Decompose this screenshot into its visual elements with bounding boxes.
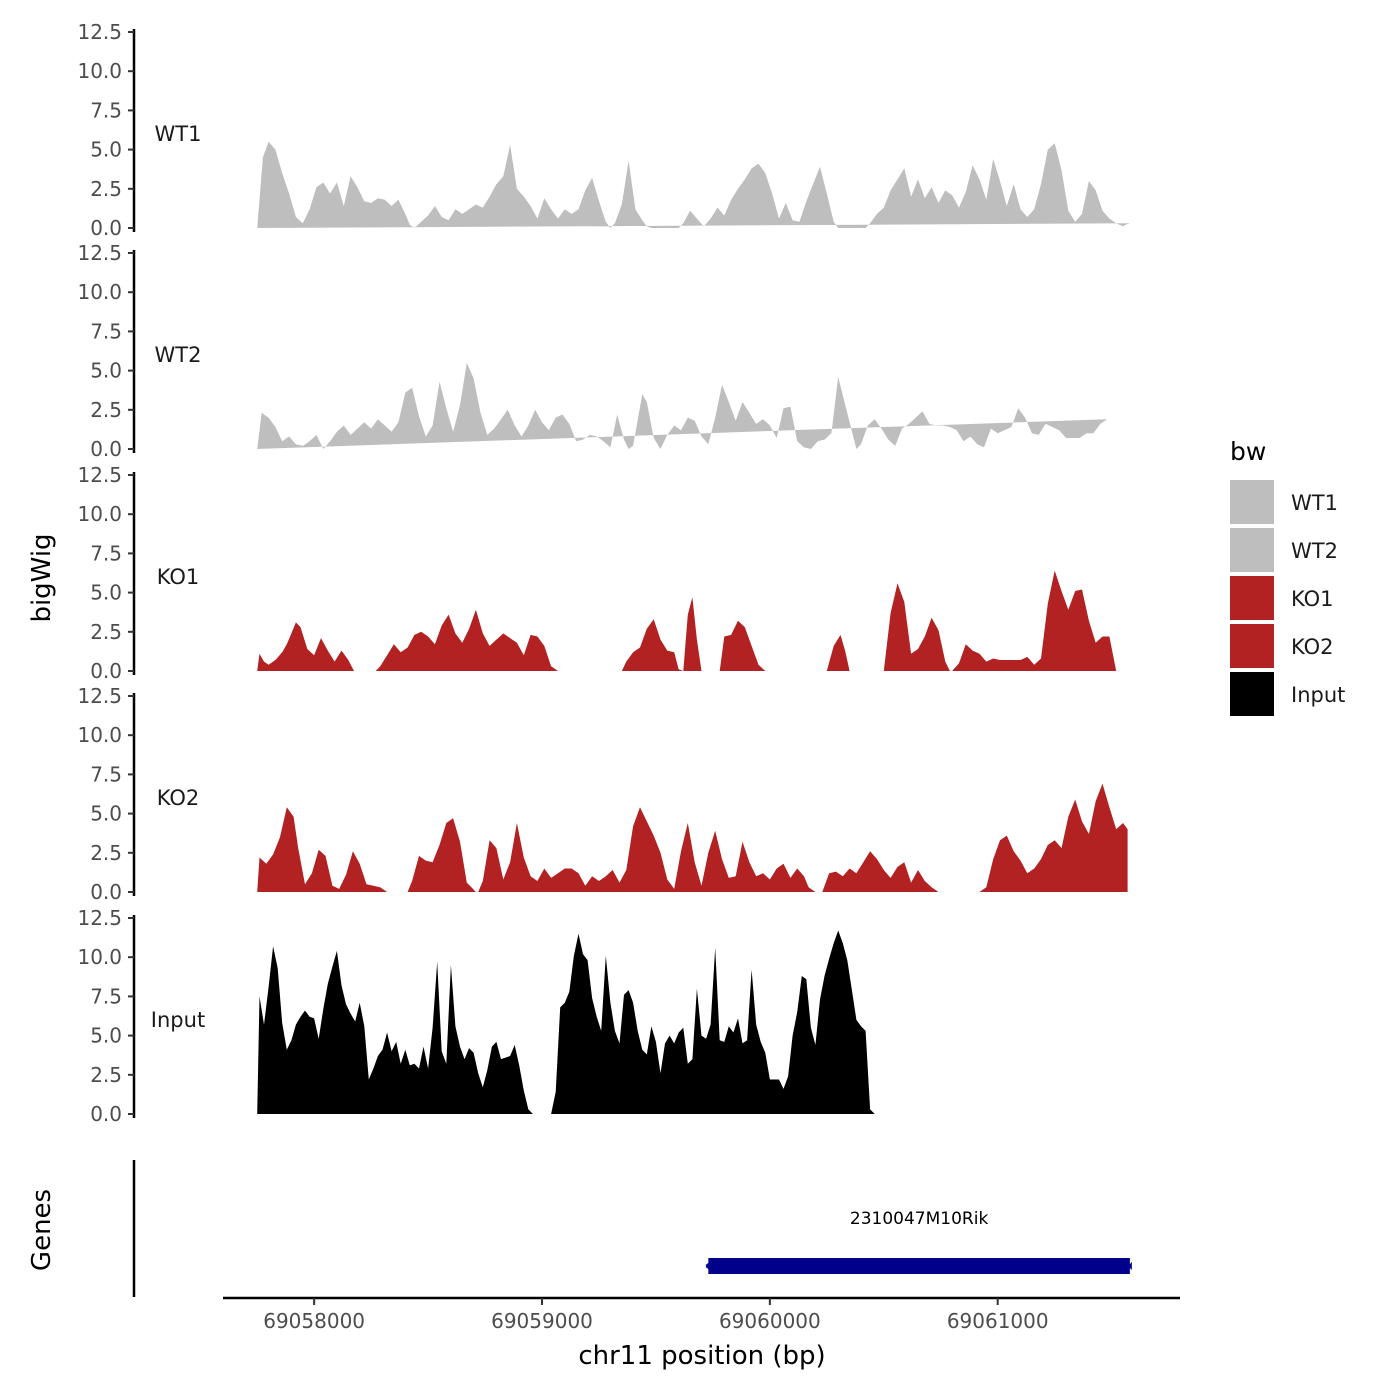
y-tick-label: 12.5 <box>77 684 122 708</box>
track-wt1: 0.0 2.5 5.0 7.5 10.0 12.5 WT1 <box>77 20 1130 240</box>
y-tick-label: 5.0 <box>90 1024 122 1048</box>
y-tick-label: 12.5 <box>77 20 122 44</box>
strand-arrow <box>705 1259 716 1273</box>
y-tick-label: 5.0 <box>90 138 122 162</box>
y-tick-label: 2.5 <box>90 620 122 644</box>
y-tick-label: 10.0 <box>77 280 122 304</box>
y-tick-label: 0.0 <box>90 880 122 904</box>
signal-area-wt2 <box>257 362 1108 449</box>
track-label-wt1: WT1 <box>155 122 202 146</box>
y-tick-label: 7.5 <box>90 762 122 786</box>
gene-body <box>708 1258 1130 1274</box>
legend-item-ko2: KO2 <box>1230 624 1334 668</box>
legend-swatch <box>1230 672 1274 716</box>
x-tick-label: 69060000 <box>719 1309 821 1333</box>
signal-area-wt1 <box>257 141 1130 228</box>
y-tick-label: 10.0 <box>77 723 122 747</box>
y-tick-label: 7.5 <box>90 541 122 565</box>
track-label-input: Input <box>151 1008 205 1032</box>
legend-item-ko1: KO1 <box>1230 576 1334 620</box>
x-tick-label: 69058000 <box>263 1309 365 1333</box>
legend: bw WT1 WT2 KO1 KO2 Input <box>1230 437 1345 716</box>
y-tick-label: 0.0 <box>90 659 122 683</box>
legend-item-wt1: WT1 <box>1230 480 1338 524</box>
track-input: 0.0 2.5 5.0 7.5 10.0 12.5 Input <box>77 906 1127 1126</box>
y-tick-label: 0.0 <box>90 437 122 461</box>
legend-swatch <box>1230 576 1274 620</box>
y-axis-title-tracks: bigWig <box>27 533 57 622</box>
legend-title: bw <box>1230 437 1266 466</box>
legend-swatch <box>1230 624 1274 668</box>
track-wt2: 0.0 2.5 5.0 7.5 10.0 12.5 WT2 <box>77 241 1108 461</box>
y-tick-label: 0.0 <box>90 216 122 240</box>
x-tick-label: 69059000 <box>491 1309 593 1333</box>
x-tick-label: 69061000 <box>947 1309 1049 1333</box>
y-tick-label: 7.5 <box>90 984 122 1008</box>
y-tick-label: 2.5 <box>90 398 122 422</box>
signal-area-ko1 <box>257 570 1128 671</box>
x-axis-title: chr11 position (bp) <box>578 1341 825 1371</box>
y-tick-label: 7.5 <box>90 319 122 343</box>
track-label-wt2: WT2 <box>155 343 202 367</box>
legend-label: Input <box>1291 683 1345 707</box>
legend-label: KO1 <box>1291 587 1334 611</box>
y-tick-label: 2.5 <box>90 1063 122 1087</box>
y-tick-label: 10.0 <box>77 59 122 83</box>
legend-swatch <box>1230 480 1274 524</box>
y-tick-label: 10.0 <box>77 945 122 969</box>
y-tick-label: 2.5 <box>90 177 122 201</box>
genes-layer: 2310047M10Rik <box>132 1160 1132 1297</box>
y-tick-label: 5.0 <box>90 581 122 605</box>
legend-label: WT2 <box>1291 539 1338 563</box>
legend-label: WT1 <box>1291 491 1338 515</box>
y-axis-title-genes: Genes <box>27 1189 57 1271</box>
y-tick-label: 2.5 <box>90 841 122 865</box>
legend-item-wt2: WT2 <box>1230 528 1338 572</box>
y-tick-label: 12.5 <box>77 463 122 487</box>
y-tick-label: 12.5 <box>77 906 122 930</box>
y-tick-label: 7.5 <box>90 98 122 122</box>
y-tick-label: 0.0 <box>90 1102 122 1126</box>
strand-arrow <box>1127 1262 1132 1270</box>
gene-2310047m10rik: 2310047M10Rik <box>705 1209 1132 1274</box>
legend-label: KO2 <box>1291 635 1334 659</box>
x-axis: 69058000 69059000 69060000 69061000 <box>223 1296 1180 1333</box>
track-ko1: 0.0 2.5 5.0 7.5 10.0 12.5 KO1 <box>77 463 1128 683</box>
track-label-ko1: KO1 <box>157 565 200 589</box>
gene-label: 2310047M10Rik <box>850 1209 989 1229</box>
legend-item-input: Input <box>1230 672 1345 716</box>
legend-swatch <box>1230 528 1274 572</box>
y-tick-label: 12.5 <box>77 241 122 265</box>
tracks-layer: 0.0 2.5 5.0 7.5 10.0 12.5 WT1 0.0 2.5 5.0 7.5 10.0 1… <box>77 20 1130 1126</box>
signal-area-input <box>257 930 1127 1114</box>
track-ko2: 0.0 2.5 5.0 7.5 10.0 12.5 KO2 <box>77 684 1128 904</box>
y-tick-label: 5.0 <box>90 802 122 826</box>
y-tick-label: 10.0 <box>77 502 122 526</box>
signal-area-ko2 <box>257 783 1128 892</box>
track-label-ko2: KO2 <box>157 786 200 810</box>
y-tick-label: 5.0 <box>90 359 122 383</box>
